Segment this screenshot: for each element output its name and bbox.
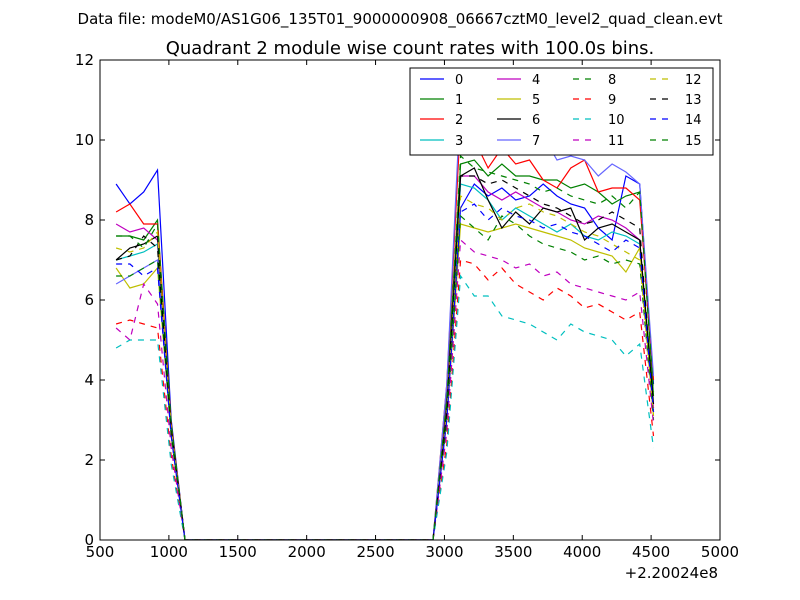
y-tick-label: 10	[75, 131, 94, 149]
series-layer	[115, 93, 655, 540]
x-tick-label: 4500	[632, 543, 670, 561]
legend-label-5: 5	[532, 93, 540, 108]
series-line-4	[115, 175, 655, 540]
legend-label-9: 9	[608, 93, 616, 108]
y-tick-label: 0	[84, 531, 94, 549]
series-line-3	[115, 183, 655, 540]
chart-suptitle: Data file: modeM0/AS1G06_135T01_90000009…	[78, 10, 723, 29]
x-tick-label: 500	[86, 543, 115, 561]
legend-label-6: 6	[532, 113, 540, 128]
legend-label-11: 11	[608, 134, 625, 149]
chart-title: Quadrant 2 module wise count rates with …	[166, 38, 655, 59]
y-tick-label: 2	[84, 451, 94, 469]
x-tick-label: 4000	[563, 543, 601, 561]
series-line-14	[116, 203, 655, 540]
y-tick-label: 12	[75, 51, 94, 69]
x-tick-label: 1000	[150, 543, 188, 561]
legend-label-12: 12	[685, 73, 702, 88]
series-line-6	[115, 167, 655, 540]
series-line-11	[115, 238, 655, 540]
x-tick-label: 2000	[288, 543, 326, 561]
legend-label-2: 2	[455, 113, 463, 128]
legend-label-10: 10	[608, 113, 625, 128]
x-tick-label: 5000	[701, 543, 739, 561]
legend-label-4: 4	[532, 73, 540, 88]
legend-label-15: 15	[685, 134, 702, 149]
legend-label-8: 8	[608, 73, 616, 88]
series-line-0	[115, 168, 655, 540]
series-line-13	[115, 175, 655, 540]
legend-label-1: 1	[455, 93, 463, 108]
series-line-8	[116, 214, 655, 540]
series-line-7	[115, 93, 655, 540]
x-tick-label: 2500	[356, 543, 394, 561]
legend-label-0: 0	[455, 73, 463, 88]
legend-label-13: 13	[685, 93, 702, 108]
ticks-layer: 500 1000 1500 2000 2500 3000 3500 4000 4500 5000 0…	[75, 51, 739, 561]
legend-label-3: 3	[455, 134, 463, 149]
x-tick-label: 1500	[219, 543, 257, 561]
legend-label-7: 7	[532, 134, 540, 149]
series-line-9	[115, 259, 655, 540]
x-tick-label: 3000	[425, 543, 463, 561]
x-tick-label: 3500	[494, 543, 532, 561]
legend-label-14: 14	[685, 113, 702, 128]
y-tick-label: 6	[84, 291, 94, 309]
series-line-12	[115, 194, 655, 540]
series-line-1	[116, 159, 655, 540]
y-tick-label: 8	[84, 211, 94, 229]
y-tick-label: 4	[84, 371, 94, 389]
series-line-10	[115, 274, 655, 540]
x-offset-label: +2.20024e8	[625, 564, 718, 582]
series-line-5	[115, 223, 655, 540]
series-line-2	[115, 118, 655, 540]
